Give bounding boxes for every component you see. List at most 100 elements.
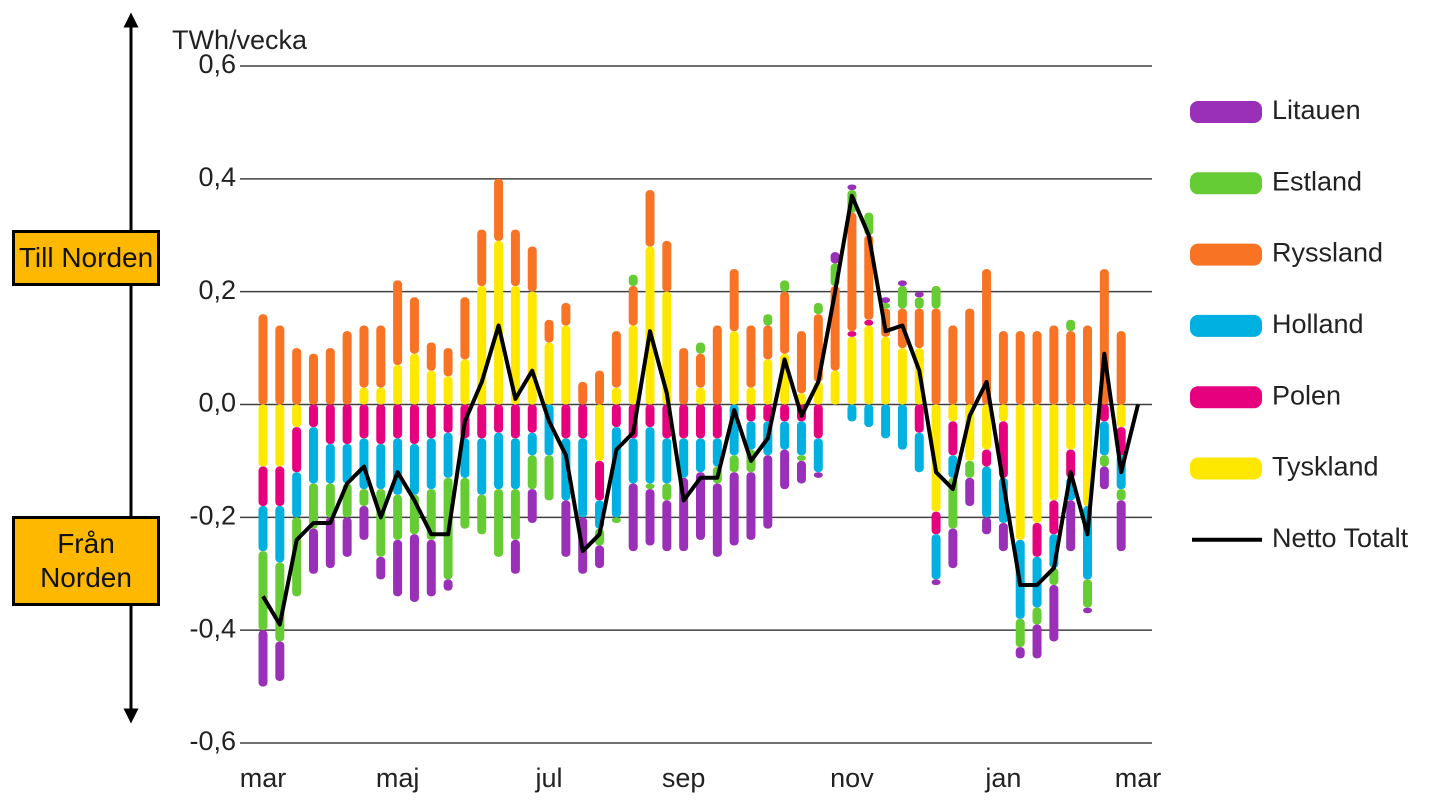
bar-segment	[426, 539, 436, 597]
bar-segment	[1083, 579, 1093, 608]
bar-segment	[527, 404, 537, 433]
bar-segment	[325, 443, 335, 484]
bar-segment	[645, 489, 655, 546]
bar-segment	[712, 483, 722, 557]
bar-segment	[763, 359, 773, 405]
bar-segment	[796, 455, 806, 461]
bar-segment	[1066, 331, 1076, 405]
bar-segment	[460, 359, 470, 405]
bar-segment	[780, 280, 790, 292]
bar-segment	[292, 404, 302, 428]
bar-segment	[1083, 607, 1093, 614]
bar-segment	[780, 449, 790, 490]
bar-segment	[275, 404, 285, 467]
bar-segment	[931, 511, 941, 535]
bar-segment	[830, 370, 840, 405]
bar-segment	[1116, 489, 1126, 501]
bar-segment	[510, 539, 520, 574]
bar-segment	[460, 297, 470, 360]
bar-segment	[342, 404, 352, 444]
bar-segment	[275, 641, 285, 681]
bar-segment	[611, 331, 621, 388]
bar-segment	[1083, 325, 1093, 405]
bar-segment	[359, 489, 369, 507]
bar-segment	[645, 246, 655, 405]
bar-segment	[982, 517, 992, 535]
bar-segment	[982, 449, 992, 467]
bar-segment	[847, 331, 857, 337]
legend-swatch	[1190, 314, 1262, 337]
bar-segment	[561, 500, 571, 557]
bar-segment	[982, 404, 992, 450]
bar-segment	[864, 325, 874, 405]
bar-segment	[696, 404, 705, 439]
bar-segment	[409, 443, 419, 495]
bar-segment	[628, 286, 638, 326]
bar-segment	[965, 477, 975, 507]
bar-segment	[679, 348, 689, 405]
bar-segment	[914, 291, 924, 298]
bar-segment	[494, 240, 504, 405]
bar-segment	[628, 274, 638, 287]
bar-segment	[1066, 500, 1076, 552]
bar-segment	[258, 466, 268, 507]
legend-swatch	[1190, 101, 1262, 123]
bar-segment	[595, 460, 605, 501]
bar-segment	[578, 404, 588, 439]
bar-segment	[611, 387, 621, 405]
bar-segment	[443, 432, 453, 478]
bar-segment	[645, 190, 655, 247]
bar-segment	[628, 325, 638, 405]
bar-segment	[982, 466, 992, 518]
bar-segment	[426, 438, 436, 490]
bar-segment	[510, 438, 520, 490]
bar-segment	[393, 494, 403, 540]
bar-segment	[359, 325, 369, 388]
legend-swatch	[1190, 243, 1262, 266]
bar-segment	[1015, 331, 1025, 405]
bar-segment	[796, 331, 806, 394]
bar-segment	[1015, 647, 1025, 659]
bar-segment	[393, 365, 403, 405]
bar-segment	[275, 325, 285, 405]
bar-segment	[443, 348, 453, 377]
bar-segment	[494, 489, 504, 557]
bar-segment	[510, 489, 520, 540]
bar-segment	[325, 404, 335, 444]
bar-segment	[443, 579, 453, 591]
legend-swatch	[1190, 386, 1262, 409]
bar-segment	[914, 404, 924, 433]
legend-label: Tyskland	[1272, 452, 1379, 482]
bar-segment	[393, 539, 403, 597]
bar-segment	[460, 477, 470, 529]
bar-segment	[982, 269, 992, 405]
bar-segment	[1099, 421, 1109, 456]
bar-segment	[510, 229, 520, 287]
bar-segment	[914, 297, 924, 309]
bar-segment	[527, 291, 537, 405]
bar-segment	[258, 630, 268, 687]
bar-segment	[393, 404, 403, 439]
bar-segment	[712, 438, 722, 467]
bar-segment	[393, 280, 403, 366]
bar-segment	[1049, 585, 1059, 642]
legend-label: Litauen	[1272, 95, 1361, 125]
legend-label: Holland	[1272, 309, 1364, 339]
bar-segment	[595, 404, 605, 461]
bar-segment	[914, 432, 924, 473]
x-tick-label: mar	[1115, 763, 1162, 793]
bar-segment	[544, 319, 554, 343]
y-tick-label: 0,2	[198, 275, 236, 305]
bar-segment	[696, 472, 705, 540]
bar-segment	[342, 517, 352, 557]
bar-segment	[494, 178, 504, 241]
bar-segment	[813, 472, 823, 478]
bar-segment	[1032, 404, 1042, 523]
bar-segment	[948, 528, 958, 569]
bar-segment	[1032, 624, 1042, 659]
bar-segment	[847, 336, 857, 405]
bar-segment	[443, 376, 453, 405]
y-tick-label: 0,6	[198, 49, 236, 79]
bar-segment	[729, 331, 739, 405]
